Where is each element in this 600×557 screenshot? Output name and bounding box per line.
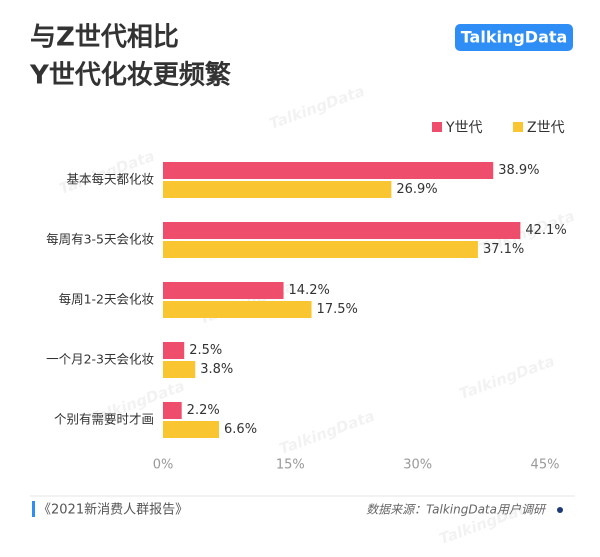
value-label: 3.8% <box>200 362 233 377</box>
value-label: 37.1% <box>483 242 524 257</box>
bar <box>163 222 521 239</box>
legend-swatch <box>513 122 523 132</box>
bar <box>163 181 392 198</box>
y-tick-label: 基本每天都化妆 <box>66 172 154 187</box>
value-label: 2.5% <box>189 343 222 358</box>
value-label: 2.2% <box>187 403 220 418</box>
y-tick-label: 一个月2-3天会化妆 <box>46 352 154 367</box>
value-label: 42.1% <box>525 223 566 238</box>
chart-title: Y世代化妆更频繁 <box>29 60 232 91</box>
bar <box>163 402 182 419</box>
y-tick-label: 个别有需要时才画 <box>54 412 154 427</box>
value-label: 6.6% <box>224 422 257 437</box>
bar <box>163 162 494 179</box>
value-label: 38.9% <box>498 163 539 178</box>
source: 数据来源：TalkingData用户调研 <box>366 503 547 517</box>
value-label: 26.9% <box>396 182 437 197</box>
watermark: TalkingData <box>267 82 367 133</box>
watermark: TalkingData <box>457 352 557 403</box>
value-label: 17.5% <box>317 302 358 317</box>
bar <box>163 282 284 299</box>
logo: TalkingData <box>461 28 568 47</box>
logo-box <box>455 24 573 51</box>
value-label: 14.2% <box>289 283 330 298</box>
x-tick-label: 0% <box>153 458 174 473</box>
y-tick-label: 每周1-2天会化妆 <box>59 292 154 307</box>
footer-dot <box>557 507 563 513</box>
watermark: TalkingData <box>277 407 377 458</box>
y-tick-label: 每周有3-5天会化妆 <box>46 232 154 247</box>
bar <box>163 241 478 258</box>
footer-accent <box>32 501 35 517</box>
bar <box>163 342 185 359</box>
legend-label: Y世代 <box>445 120 483 136</box>
legend-label: Z世代 <box>527 120 565 136</box>
x-tick-label: 45% <box>531 458 560 473</box>
legend-swatch <box>432 122 442 132</box>
report-name: 《2021新消费人群报告》 <box>38 502 188 518</box>
bar <box>163 361 196 378</box>
x-tick-label: 15% <box>276 458 305 473</box>
x-tick-label: 30% <box>403 458 432 473</box>
chart-title: 与Z世代相比 <box>30 23 179 53</box>
bar <box>163 421 220 438</box>
bar <box>163 301 312 318</box>
